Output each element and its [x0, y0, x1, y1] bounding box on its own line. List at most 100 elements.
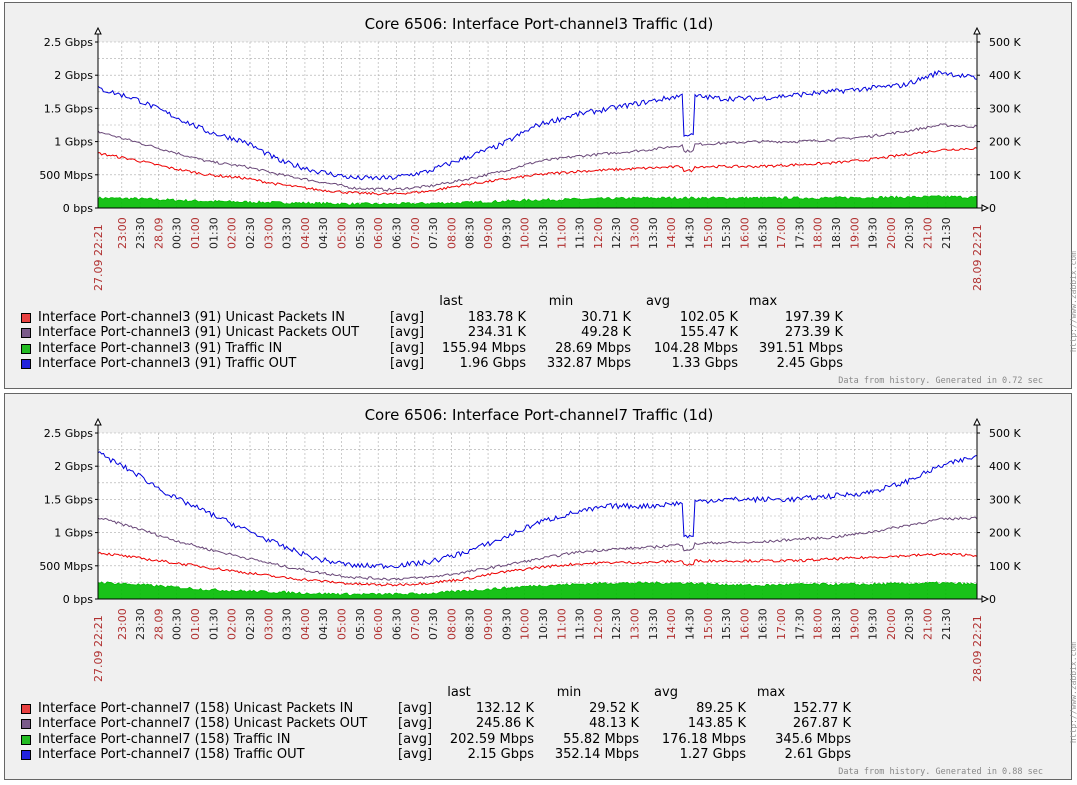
- x-tick-label: 03:30: [281, 608, 294, 640]
- y-left-tick-label: 500 Mbps: [39, 560, 93, 573]
- y-left-tick-label: 500 Mbps: [39, 169, 93, 182]
- x-tick-label: 00:30: [171, 608, 184, 640]
- x-tick-label: 13:30: [647, 608, 660, 640]
- x-tick-label: 17:30: [793, 217, 806, 249]
- legend-header-avg: avg: [654, 685, 678, 700]
- x-tick-label: 16:00: [738, 217, 751, 249]
- x-tick-label: 12:30: [610, 217, 623, 249]
- x-tick-label: 04:30: [317, 608, 330, 640]
- series-area-interface-port-channel7-158-traffic-in: [97, 581, 978, 600]
- x-tick-label: 11:30: [574, 608, 587, 640]
- legend-last-value: 2.15 Gbps: [467, 747, 534, 762]
- x-tick-label: 15:00: [702, 608, 715, 640]
- x-tick-label: 23:00: [116, 608, 129, 640]
- x-tick-label: 21:00: [922, 217, 935, 249]
- y-right-tick-label: 500 K: [989, 427, 1021, 440]
- series-line-interface-port-channel3-91-traffic-out: [97, 70, 978, 181]
- legend-series-name: Interface Port-channel7 (158) Traffic IN: [38, 731, 291, 747]
- legend-max-value: 2.61 Gbps: [784, 747, 851, 762]
- legend-function: [avg]: [398, 731, 433, 747]
- legend-function: [avg]: [390, 356, 425, 371]
- series-line-interface-port-channel3-91-unicast-packets-out: [97, 123, 978, 192]
- x-range-label: 28.09 22:21: [971, 615, 984, 682]
- x-tick-label: 03:00: [262, 608, 275, 640]
- legend-last-value: 183.78 K: [467, 309, 526, 325]
- x-tick-label: 15:00: [702, 217, 715, 249]
- x-tick-label: 18:30: [830, 608, 843, 640]
- x-tick-label: 07:30: [427, 217, 440, 249]
- x-tick-label: 01:30: [207, 217, 220, 249]
- x-tick-label: 14:00: [665, 217, 678, 249]
- legend-min-value: 30.71 K: [581, 309, 631, 325]
- x-tick-label: 09:30: [500, 217, 513, 249]
- x-tick-label: 21:30: [940, 608, 953, 640]
- x-tick-label: 10:30: [537, 217, 550, 249]
- y-right-tick-label: 300 K: [989, 493, 1021, 506]
- legend-function: [avg]: [398, 747, 433, 762]
- axis-arrow-icon: [981, 204, 990, 212]
- y-right-tick-label: 0: [989, 593, 996, 606]
- x-tick-label: 07:00: [409, 608, 422, 640]
- legend-series-name: Interface Port-channel7 (158) Unicast Pa…: [38, 700, 354, 716]
- x-tick-label: 23:30: [134, 217, 147, 249]
- x-tick-label: 13:00: [629, 217, 642, 249]
- x-tick-label: 02:00: [226, 217, 239, 249]
- legend-avg-value: 155.47 K: [679, 325, 738, 340]
- legend-avg-value: 89.25 K: [696, 700, 746, 716]
- x-tick-label: 01:30: [207, 608, 220, 640]
- x-tick-label: 28.09: [152, 609, 165, 641]
- legend-max-value: 152.77 K: [792, 700, 851, 716]
- x-tick-label: 17:00: [775, 608, 788, 640]
- y-right-tick-label: 400 K: [989, 69, 1021, 82]
- x-tick-label: 20:00: [885, 608, 898, 640]
- legend-color-swatch: [21, 359, 31, 369]
- x-tick-label: 09:00: [482, 608, 495, 640]
- x-tick-label: 02:30: [244, 608, 257, 640]
- x-tick-label: 23:00: [116, 217, 129, 249]
- x-tick-label: 19:30: [867, 608, 880, 640]
- x-tick-label: 17:30: [793, 608, 806, 640]
- x-tick-label: 05:00: [336, 217, 349, 249]
- x-tick-label: 08:30: [464, 608, 477, 640]
- y-right-tick-label: 300 K: [989, 102, 1021, 115]
- x-tick-label: 18:30: [830, 217, 843, 249]
- legend-series-name: Interface Port-channel3 (91) Unicast Pac…: [38, 325, 360, 340]
- legend-series-name: Interface Port-channel7 (158) Traffic OU…: [38, 747, 305, 762]
- x-tick-label: 15:30: [720, 608, 733, 640]
- zabbix-url-watermark[interactable]: http://www.zabbix.com: [1069, 642, 1077, 744]
- legend-min-value: 352.14 Mbps: [554, 747, 639, 762]
- x-tick-label: 20:30: [903, 217, 916, 249]
- y-left-tick-label: 1 Gbps: [54, 136, 93, 149]
- zabbix-url-watermark[interactable]: http://www.zabbix.com: [1069, 251, 1077, 353]
- series-area-interface-port-channel3-91-traffic-in: [97, 195, 978, 209]
- generation-footer: Data from history. Generated in 0.72 sec: [838, 376, 1043, 386]
- x-tick-label: 02:30: [244, 217, 257, 249]
- x-tick-label: 13:00: [629, 608, 642, 640]
- x-tick-label: 10:30: [537, 608, 550, 640]
- x-tick-label: 00:30: [171, 217, 184, 249]
- y-left-tick-label: 0 bps: [63, 202, 93, 215]
- x-tick-label: 16:30: [757, 608, 770, 640]
- y-right-tick-label: 100 K: [989, 560, 1021, 573]
- x-range-label: 28.09 22:21: [971, 224, 984, 291]
- legend-min-value: 332.87 Mbps: [546, 356, 631, 371]
- y-left-tick-label: 2.5 Gbps: [44, 36, 93, 49]
- legend-color-swatch: [21, 343, 31, 354]
- chart-svg: Core 6506: Interface Port-channel3 Traff…: [39, 15, 1021, 291]
- x-tick-label: 04:30: [317, 217, 330, 249]
- legend-avg-value: 104.28 Mbps: [653, 340, 738, 356]
- x-tick-label: 18:00: [812, 608, 825, 640]
- legend-min-value: 28.69 Mbps: [555, 340, 631, 356]
- x-tick-label: 16:30: [757, 217, 770, 249]
- legend-max-value: 273.39 K: [784, 325, 843, 340]
- y-left-tick-label: 1 Gbps: [54, 527, 93, 540]
- legend-function: [avg]: [390, 340, 425, 356]
- legend-max-value: 197.39 K: [784, 309, 843, 325]
- x-tick-label: 16:00: [738, 608, 751, 640]
- legend-min-value: 49.28 K: [581, 325, 631, 340]
- x-tick-label: 02:00: [226, 608, 239, 640]
- x-range-label: 27.09 22:21: [92, 224, 105, 291]
- x-tick-label: 04:00: [299, 608, 312, 640]
- x-tick-label: 20:30: [903, 608, 916, 640]
- x-tick-label: 09:00: [482, 217, 495, 249]
